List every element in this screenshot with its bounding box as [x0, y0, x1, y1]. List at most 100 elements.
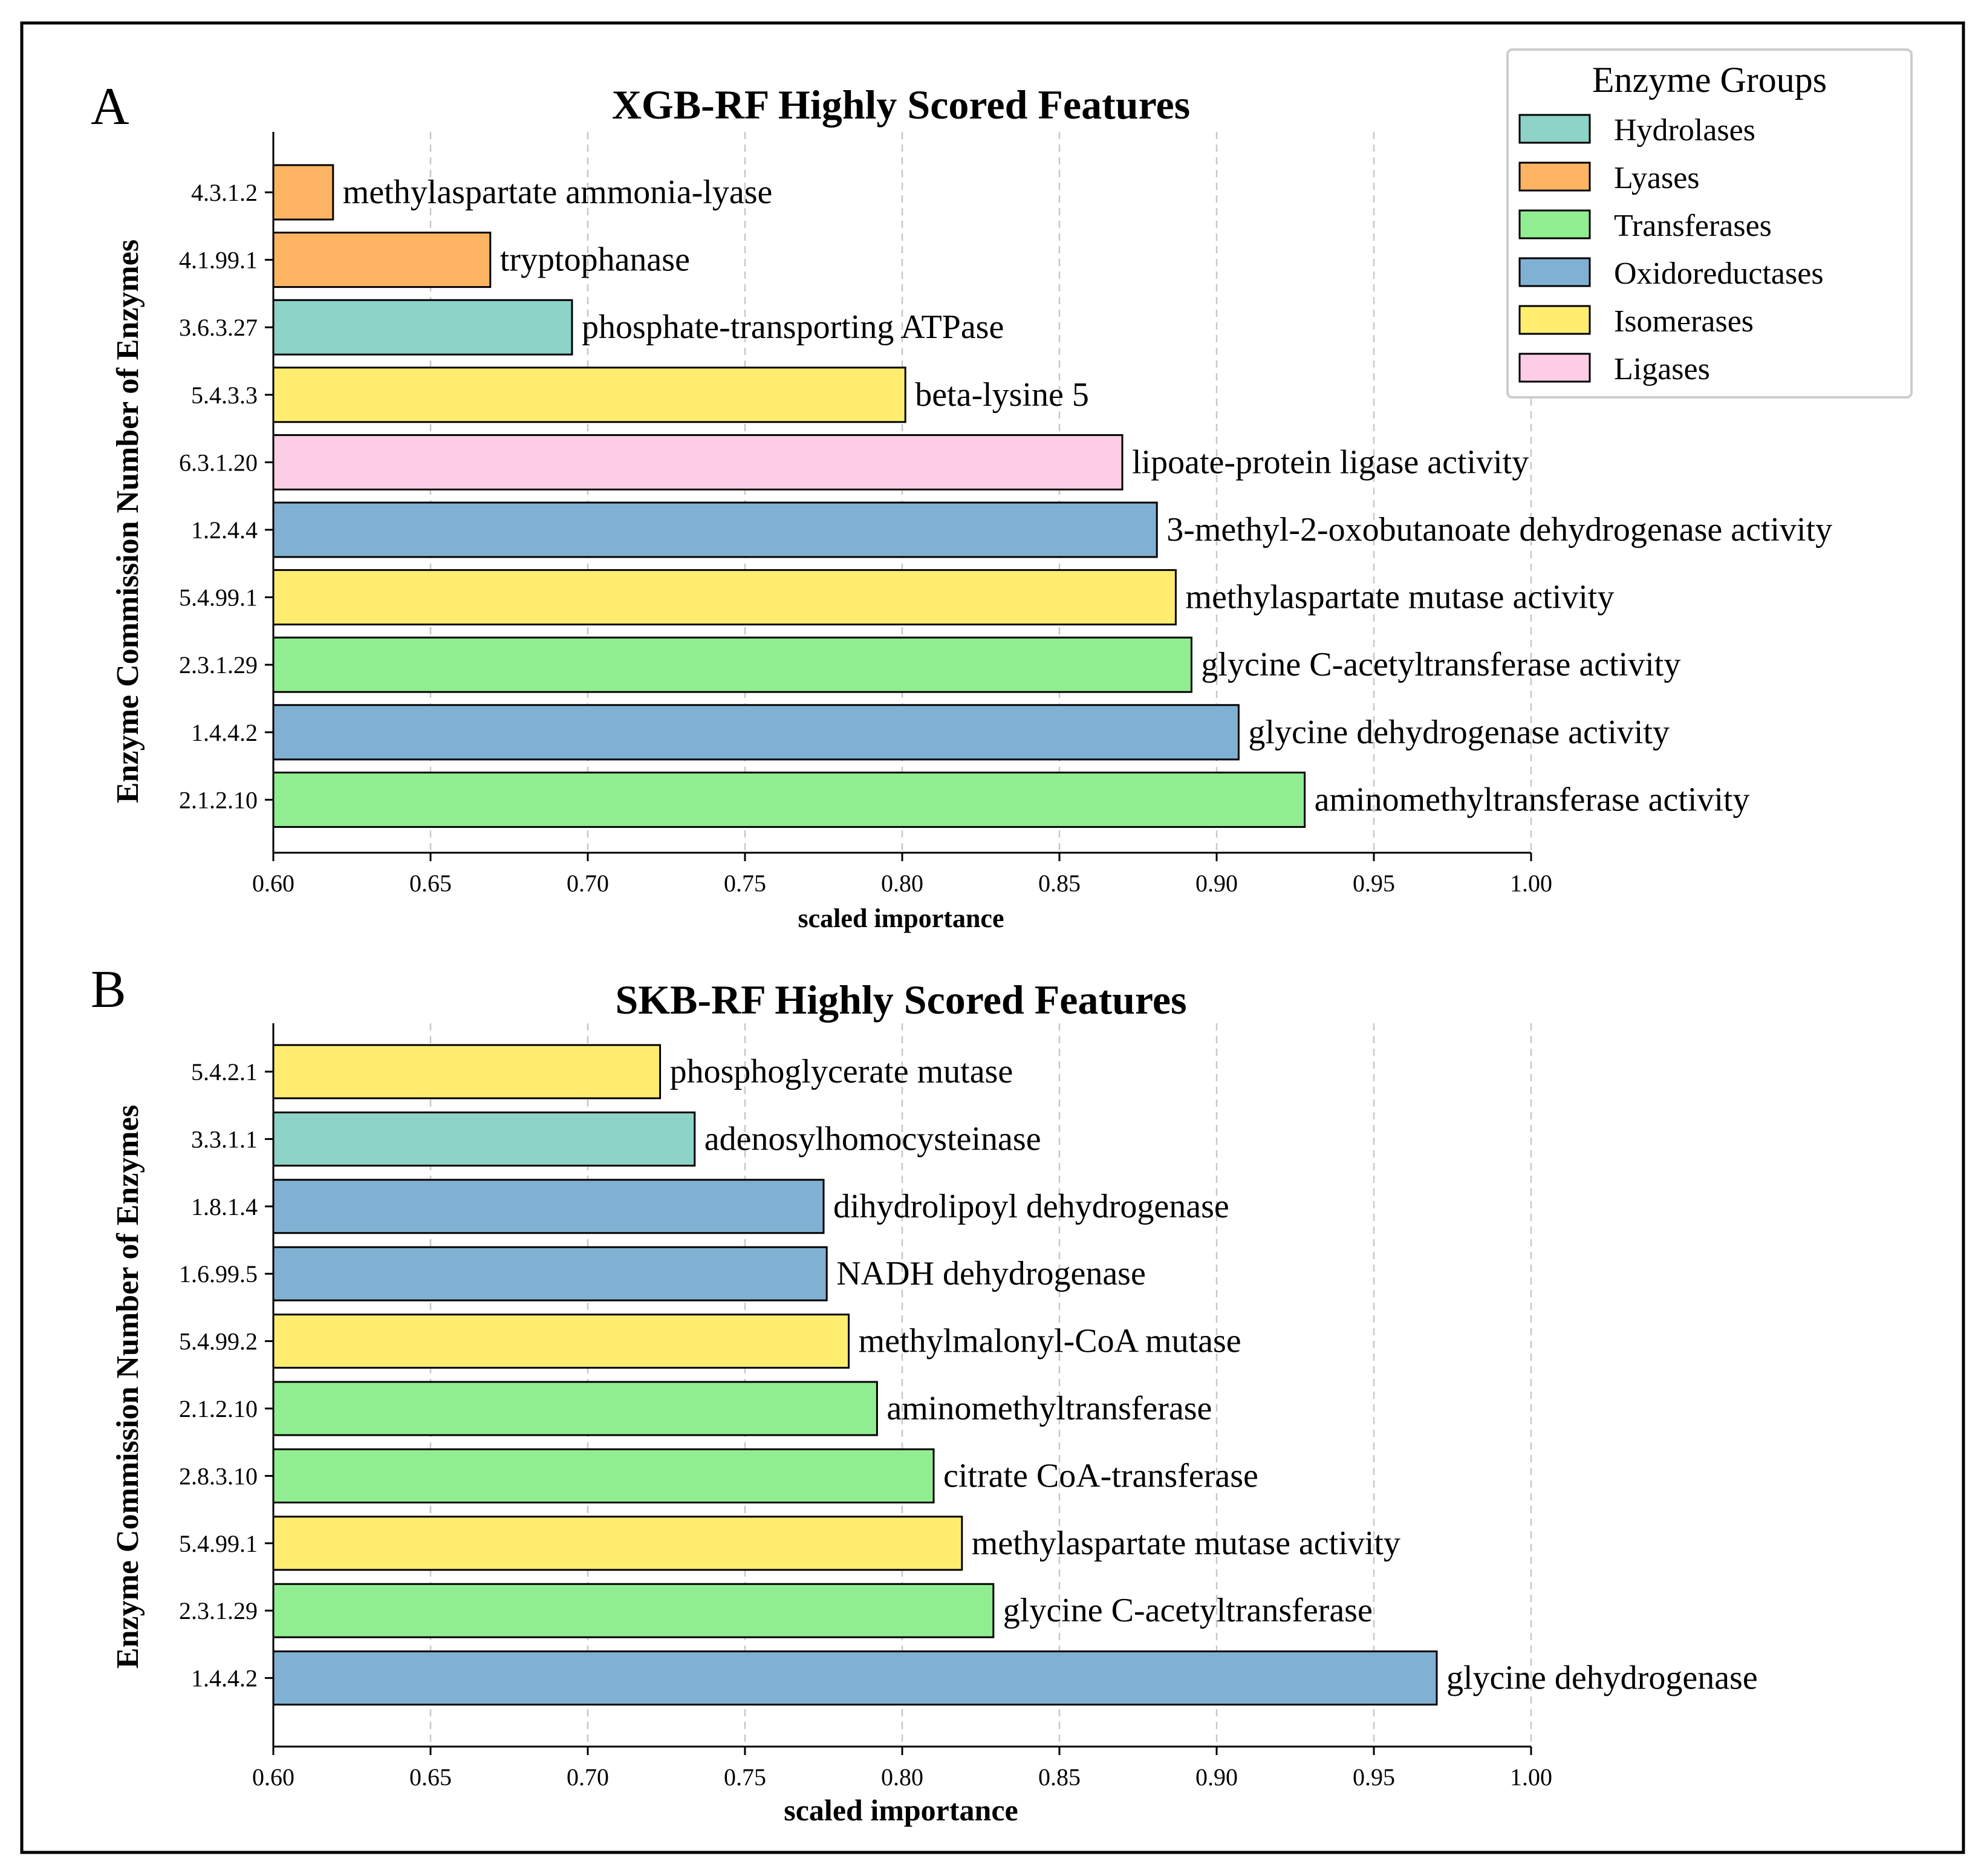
- bar: [272, 1516, 963, 1571]
- bar: [272, 569, 1177, 626]
- x-tick-label: 0.65: [409, 870, 452, 897]
- bar: [272, 434, 1124, 490]
- panel-a-axes: 0.60 0.65 0.70 0.75 0.80 0.85 0.90 0.95 1.00 4.3.…: [179, 132, 1552, 897]
- y-tick-label: 6.3.1.20: [179, 449, 258, 476]
- bar: [272, 1650, 1438, 1706]
- bar-label: aminomethyltransferase activity: [1315, 781, 1750, 818]
- x-tick-label: 0.65: [409, 1764, 452, 1791]
- x-tick-label: 0.70: [567, 1764, 609, 1791]
- bar: [272, 366, 906, 423]
- y-tick-label: 4.1.99.1: [179, 247, 258, 274]
- bar: [272, 1246, 828, 1301]
- x-tick-label: 0.70: [567, 870, 609, 897]
- y-tick-label: 5.4.99.1: [179, 1530, 258, 1557]
- bar: [272, 501, 1158, 558]
- y-tick-label: 1.4.4.2: [191, 1665, 258, 1692]
- x-tick-label: 0.95: [1353, 870, 1395, 897]
- bar-label: methylaspartate mutase activity: [972, 1525, 1400, 1562]
- bar-label: methylaspartate ammonia-lyase: [343, 174, 773, 211]
- y-tick-label: 5.4.99.2: [179, 1328, 258, 1355]
- x-tick-label: 0.90: [1195, 870, 1238, 897]
- panel-b-title: SKB-RF Highly Scored Features: [615, 977, 1186, 1023]
- x-tick-label: 0.75: [724, 1764, 766, 1791]
- legend-items: Hydrolases Lyases Transferases Oxidoreducta…: [1518, 113, 1824, 386]
- y-tick-label: 3.6.3.27: [179, 314, 258, 341]
- y-tick-label: 2.1.2.10: [179, 786, 258, 813]
- bar-label: glycine dehydrogenase: [1446, 1659, 1758, 1697]
- legend-swatch: [1518, 257, 1591, 287]
- legend-swatch: [1518, 305, 1591, 335]
- x-tick-label: 0.80: [881, 1764, 923, 1791]
- x-tick-label: 0.80: [881, 870, 923, 897]
- bar: [272, 1179, 825, 1234]
- panel-b-x-axis-label: scaled importance: [784, 1793, 1018, 1827]
- bar: [272, 1314, 850, 1369]
- legend-swatch: [1518, 353, 1591, 383]
- y-tick-label: 2.3.1.29: [179, 651, 258, 679]
- bar: [272, 1044, 662, 1099]
- bar-label: phosphate-transporting ATPase: [582, 308, 1004, 346]
- x-tick-label: 0.85: [1038, 1764, 1081, 1791]
- bar-label: 3-methyl-2-oxobutanoate dehydrogenase ac…: [1166, 511, 1832, 549]
- panel-a-title: XGB-RF Highly Scored Features: [612, 82, 1190, 128]
- legend-swatch: [1518, 161, 1591, 192]
- y-tick-label: 5.4.2.1: [191, 1058, 258, 1086]
- panel-b-bars: phosphoglycerate mutase adenosylhomocyste…: [272, 1044, 1758, 1706]
- x-tick-label: 0.60: [252, 870, 294, 897]
- bar-label: aminomethyltransferase: [886, 1390, 1212, 1427]
- legend-label: Isomerases: [1614, 304, 1754, 339]
- bar: [272, 164, 334, 221]
- legend-box: [1506, 48, 1913, 399]
- bar: [272, 771, 1306, 828]
- y-tick-label: 3.3.1.1: [191, 1125, 258, 1153]
- legend-label: Oxidoreductases: [1614, 256, 1824, 291]
- bar-label: citrate CoA-transferase: [943, 1457, 1258, 1494]
- y-tick-label: 5.4.3.3: [191, 382, 258, 409]
- panel-a-bars: methylaspartate ammonia-lyase tryptophana…: [272, 164, 1832, 828]
- panel-a-letter: A: [91, 77, 129, 136]
- bar-label: NADH dehydrogenase: [836, 1255, 1146, 1292]
- panel-b: B SKB-RF Highly Scored Features Enzyme C…: [91, 960, 1758, 1827]
- panel-b-y-axis-label: Enzyme Commission Number of Enzymes: [111, 1105, 145, 1669]
- panel-a: A XGB-RF Highly Scored Features Enzyme C…: [91, 77, 1832, 933]
- bar: [272, 232, 492, 288]
- x-tick-label: 0.85: [1038, 870, 1081, 897]
- x-tick-label: 0.95: [1353, 1764, 1395, 1791]
- bar-label: beta-lysine 5: [915, 376, 1089, 414]
- bar-label: phosphoglycerate mutase: [670, 1053, 1013, 1090]
- bar-label: glycine dehydrogenase activity: [1248, 714, 1670, 751]
- bar-label: glycine C-acetyltransferase activity: [1201, 646, 1680, 683]
- bar-label: tryptophanase: [500, 241, 690, 279]
- panel-a-y-axis-label: Enzyme Commission Number of Enzymes: [111, 239, 145, 803]
- y-tick-label: 1.6.99.5: [179, 1260, 258, 1288]
- bar: [272, 1583, 995, 1638]
- bar-label: methylmalonyl-CoA mutase: [859, 1323, 1241, 1360]
- y-tick-label: 1.8.1.4: [191, 1193, 258, 1220]
- bar: [272, 1448, 935, 1503]
- y-tick-label: 4.3.1.2: [191, 179, 258, 206]
- y-tick-label: 5.4.99.1: [179, 584, 258, 611]
- legend-label: Lyases: [1614, 161, 1700, 195]
- y-tick-label: 1.2.4.4: [191, 516, 258, 544]
- bar-label: methylaspartate mutase activity: [1185, 579, 1614, 616]
- x-tick-label: 0.90: [1195, 1764, 1238, 1791]
- bar-label: dihydrolipoyl dehydrogenase: [833, 1188, 1229, 1225]
- bar-label: glycine C-acetyltransferase: [1003, 1592, 1373, 1629]
- x-tick-label: 0.60: [252, 1764, 294, 1791]
- bar: [272, 1381, 878, 1436]
- x-tick-label: 0.75: [724, 870, 766, 897]
- legend-label: Ligases: [1614, 352, 1710, 386]
- legend: Enzyme Groups Hydrolases Lyases Transferas…: [1506, 48, 1913, 399]
- legend-label: Hydrolases: [1614, 113, 1755, 148]
- y-tick-label: 2.1.2.10: [179, 1395, 258, 1422]
- bar: [272, 636, 1192, 693]
- panel-a-x-axis-label: scaled importance: [798, 904, 1004, 933]
- bar-label: adenosylhomocysteinase: [704, 1120, 1041, 1158]
- y-tick-label: 1.4.4.2: [191, 719, 258, 746]
- y-tick-label: 2.8.3.10: [179, 1462, 258, 1490]
- legend-label: Transferases: [1614, 209, 1772, 243]
- bar-label: lipoate-protein ligase activity: [1132, 443, 1529, 481]
- x-tick-label: 1.00: [1510, 870, 1552, 897]
- legend-swatch: [1518, 209, 1591, 239]
